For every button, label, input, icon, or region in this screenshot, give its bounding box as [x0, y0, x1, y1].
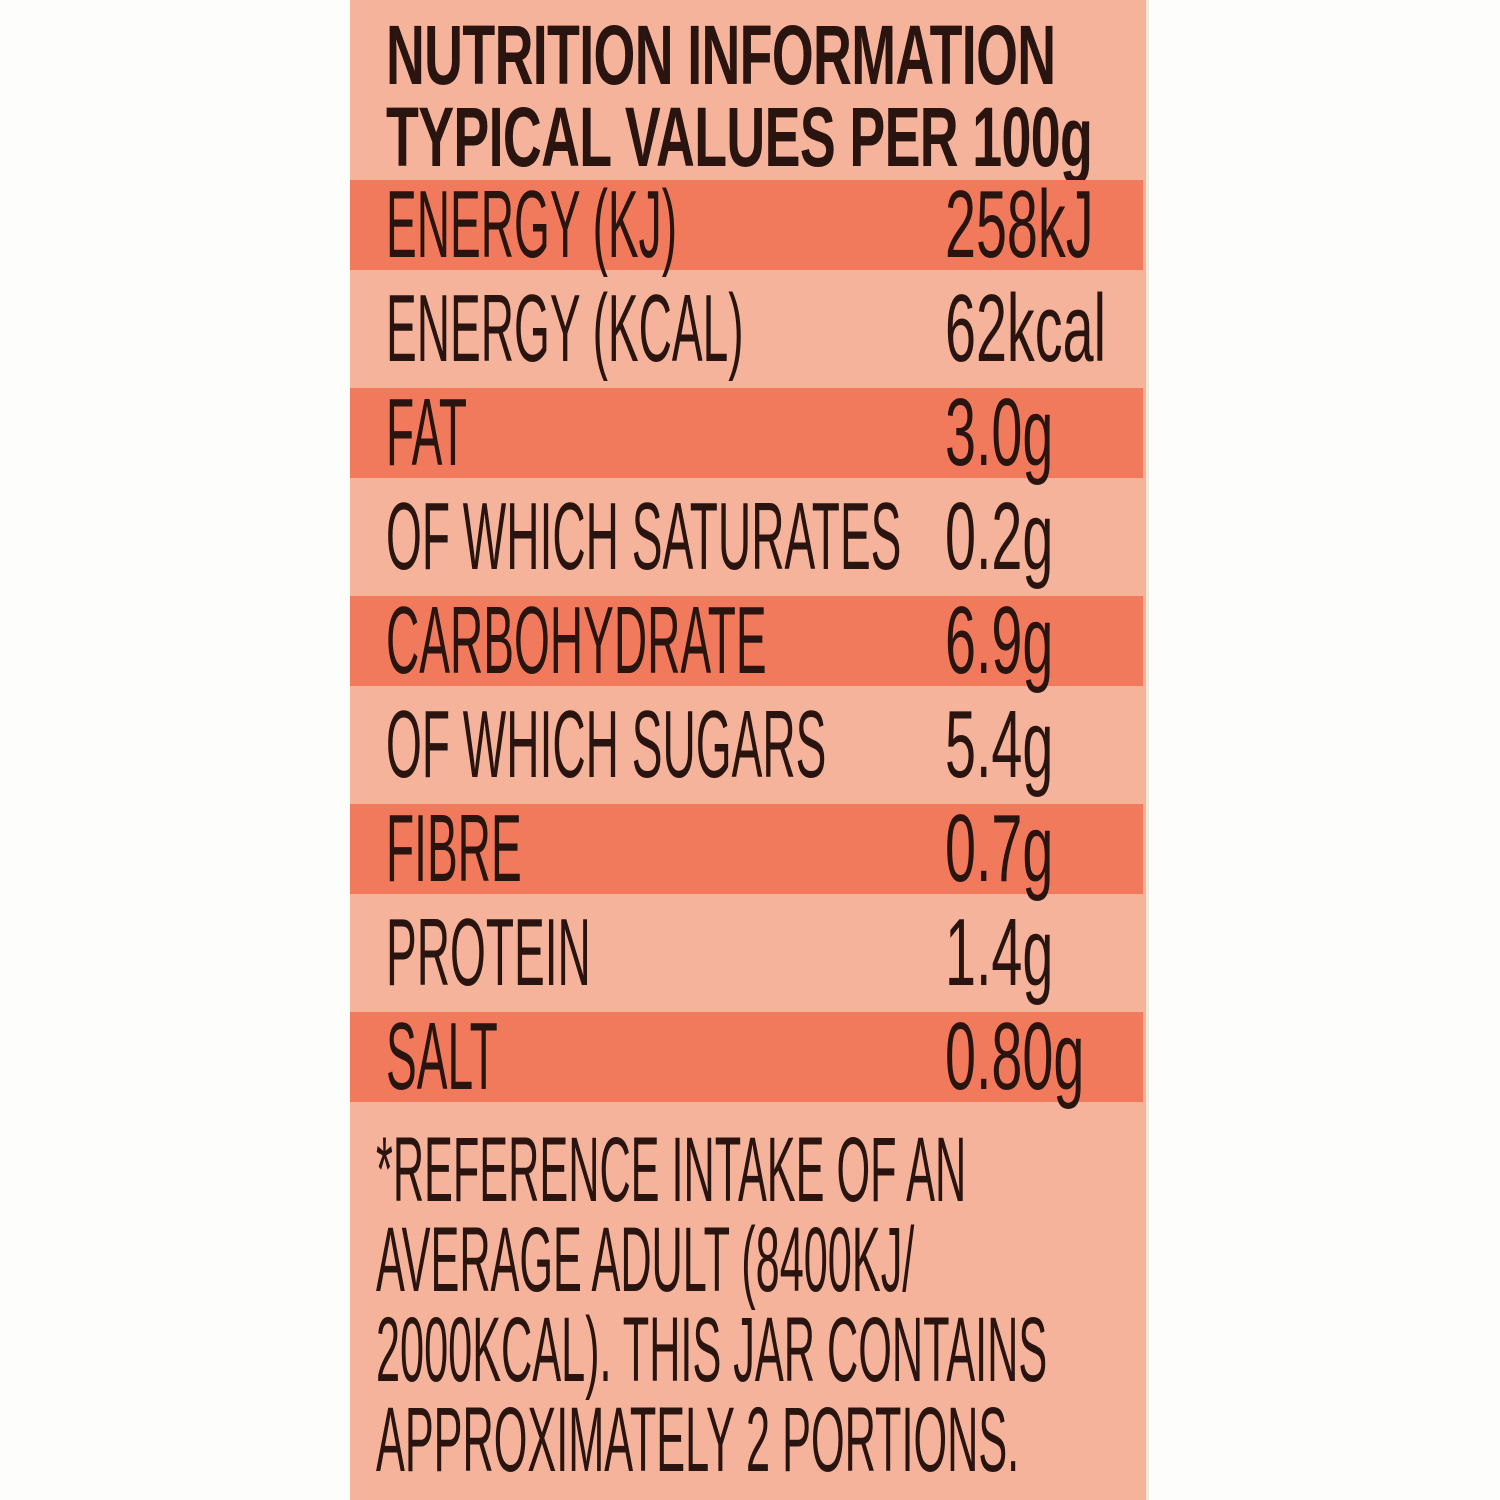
table-row: PROTEIN 1.4g: [350, 894, 1146, 1012]
nutrient-label: ENERGY (KCAL): [386, 275, 744, 382]
nutrient-value: 0.80g: [945, 1003, 1085, 1110]
label-subtitle: TYPICAL VALUES PER 100g: [386, 90, 1093, 184]
nutrient-value: 3.0g: [945, 379, 1054, 486]
nutrient-value: 62kcal: [945, 275, 1106, 382]
footnote: *REFERENCE INTAKE OF AN AVERAGE ADULT (8…: [376, 1119, 1500, 1491]
footnote-line: AVERAGE ADULT (8400KJ/: [376, 1209, 915, 1311]
nutrient-label: PROTEIN: [386, 899, 591, 1006]
table-row: OF WHICH SUGARS 5.4g: [350, 686, 1146, 804]
label-title: NUTRITION INFORMATION: [386, 8, 1056, 102]
table-row: CARBOHYDRATE 6.9g: [350, 587, 1143, 694]
nutrient-value: 6.9g: [945, 587, 1054, 694]
footnote-line: 2000KCAL). THIS JAR CONTAINS: [376, 1299, 1048, 1401]
nutrition-panel: NUTRITION INFORMATION TYPICAL VALUES PER…: [350, 0, 1149, 1500]
footnote-line: *REFERENCE INTAKE OF AN: [376, 1119, 967, 1221]
table-row: ENERGY (KJ) 258kJ: [350, 171, 1143, 278]
nutrient-label: FIBRE: [386, 795, 522, 902]
table-row: FAT 3.0g: [350, 379, 1143, 486]
nutrition-table: ENERGY (KJ) 258kJ ENERGY (KCAL) 62kcal FAT…: [350, 171, 1146, 1110]
table-row: OF WHICH SATURATES 0.2g: [350, 478, 1146, 596]
nutrient-label: FAT: [386, 379, 468, 486]
table-row: ENERGY (KCAL) 62kcal: [350, 270, 1146, 388]
nutrient-label: OF WHICH SATURATES: [386, 483, 902, 590]
table-row: FIBRE 0.7g: [350, 795, 1143, 902]
nutrient-value: 1.4g: [945, 899, 1054, 1006]
nutrient-value: 0.2g: [945, 483, 1054, 590]
footnote-line: APPROXIMATELY 2 PORTIONS.: [376, 1389, 1020, 1491]
nutrient-label: OF WHICH SUGARS: [386, 691, 827, 798]
nutrient-label: CARBOHYDRATE: [386, 587, 767, 694]
nutrient-value: 258kJ: [945, 171, 1094, 278]
nutrient-value: 5.4g: [945, 691, 1054, 798]
nutrient-value: 0.7g: [945, 795, 1054, 902]
nutrient-label: SALT: [386, 1003, 498, 1110]
nutrient-label: ENERGY (KJ): [386, 171, 678, 278]
table-row: SALT 0.80g: [350, 1003, 1143, 1110]
